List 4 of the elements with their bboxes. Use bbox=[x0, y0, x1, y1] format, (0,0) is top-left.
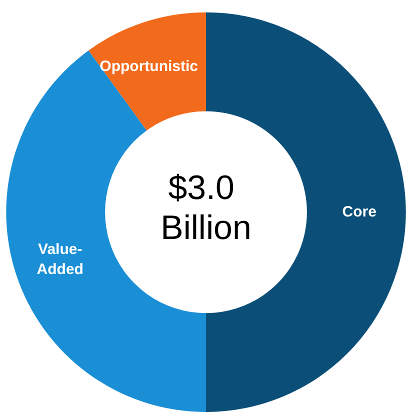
text: $3.0 Billion bbox=[160, 169, 252, 247]
slice-label: Core bbox=[342, 204, 376, 221]
slice-label: Opportunistic bbox=[100, 58, 198, 75]
slice-label: Value-Added bbox=[36, 241, 84, 278]
